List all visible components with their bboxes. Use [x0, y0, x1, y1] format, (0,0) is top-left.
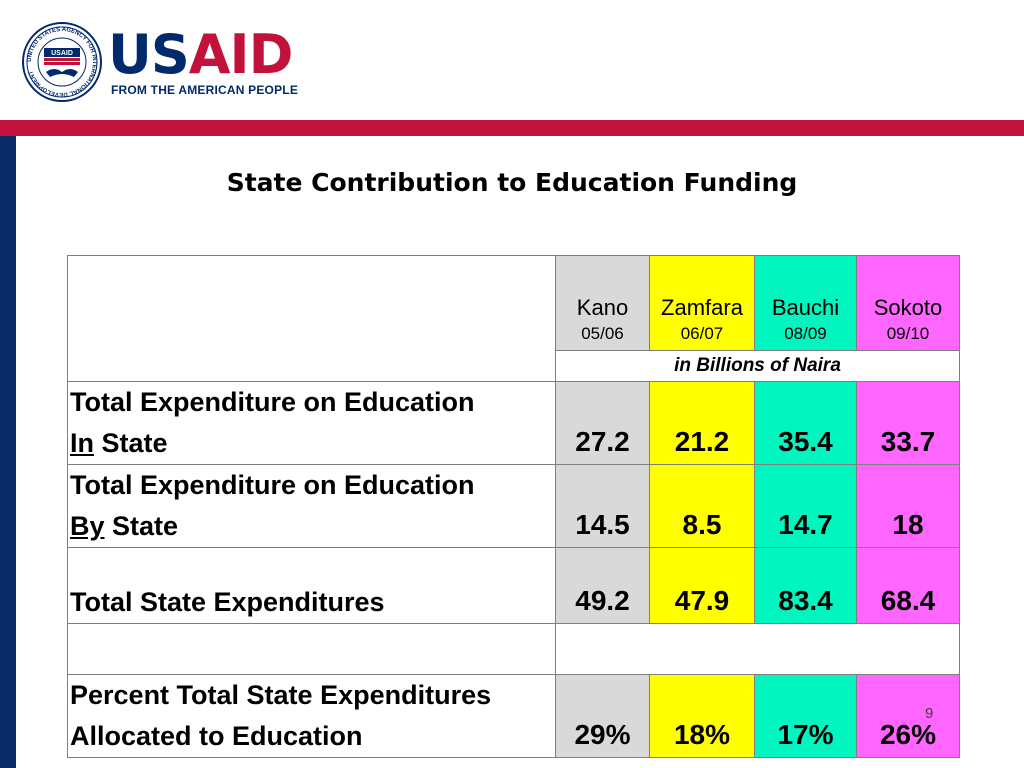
state-header-bauchi: Bauchi 08/09: [754, 255, 857, 351]
table-row: Total Expenditure on Education In State 2…: [67, 381, 960, 465]
funding-table: Kano 05/06 Zamfara 06/07 Bauchi 08/09 Sokot…: [67, 255, 960, 758]
usaid-seal-icon: UNITED STATES AGENCY FOR INTERNATIONAL D…: [22, 22, 102, 102]
header: UNITED STATES AGENCY FOR INTERNATIONAL D…: [0, 0, 1024, 120]
state-header-kano: Kano 05/06: [555, 255, 650, 351]
value-cell: 18%: [649, 674, 755, 758]
row-label-percent: Percent Total State Expenditures Allocate…: [67, 674, 556, 758]
spacer-cell: [67, 623, 556, 675]
value-cell: 83.4: [754, 547, 857, 624]
spacer-cell: [555, 623, 960, 675]
page-number: 9: [925, 705, 934, 722]
value-cell: 14.5: [555, 464, 650, 548]
table-row: Percent Total State Expenditures Allocate…: [67, 674, 960, 758]
unit-label: in Billions of Naira: [555, 350, 960, 382]
row-label-in-state: Total Expenditure on Education In State: [67, 381, 556, 465]
unit-row: in Billions of Naira: [68, 350, 960, 382]
value-cell: 35.4: [754, 381, 857, 465]
value-cell: 21.2: [649, 381, 755, 465]
state-header-zamfara: Zamfara 06/07: [649, 255, 755, 351]
value-cell: 47.9: [649, 547, 755, 624]
table-row: Total State Expenditures 49.2 47.9 83.4 …: [67, 547, 960, 624]
side-accent-bar: [0, 136, 16, 768]
value-cell: 68.4: [856, 547, 960, 624]
header-divider: [0, 120, 1024, 136]
value-cell: 18: [856, 464, 960, 548]
logo-tagline: FROM THE AMERICAN PEOPLE: [111, 83, 299, 97]
slide-title: State Contribution to Education Funding: [226, 168, 798, 197]
value-cell: 33.7: [856, 381, 960, 465]
value-cell: 14.7: [754, 464, 857, 548]
value-cell: 49.2: [555, 547, 650, 624]
table-row: Total Expenditure on Education By State 1…: [67, 464, 960, 548]
state-header-sokoto: Sokoto 09/10: [856, 255, 960, 351]
usaid-logo: USAID: [108, 23, 293, 86]
row-label-by-state: Total Expenditure on Education By State: [67, 464, 556, 548]
table-header-row: Kano 05/06 Zamfara 06/07 Bauchi 08/09 Sokot…: [67, 255, 960, 382]
header-blank-cell: [67, 255, 556, 382]
value-cell: 26%: [856, 674, 960, 758]
svg-text:USAID: USAID: [51, 50, 73, 57]
value-cell: 8.5: [649, 464, 755, 548]
spacer-row: [67, 623, 960, 675]
value-cell: 27.2: [555, 381, 650, 465]
value-cell: 17%: [754, 674, 857, 758]
row-label-total-expenditures: Total State Expenditures: [67, 547, 556, 624]
value-cell: 29%: [555, 674, 650, 758]
